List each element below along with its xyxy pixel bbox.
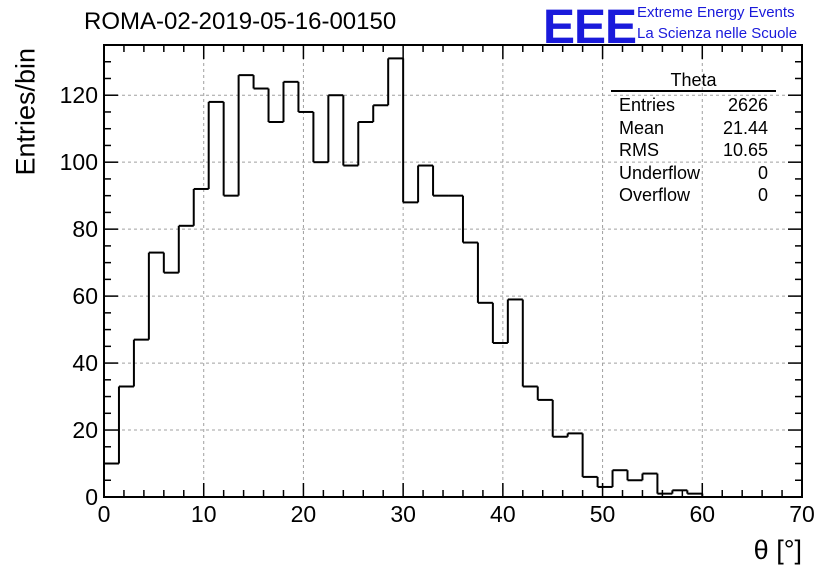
stats-label: RMS (619, 140, 659, 160)
run-title: ROMA-02-2019-05-16-00150 (84, 8, 397, 35)
logo-text-line1: Extreme Energy Events (637, 4, 795, 21)
stats-row-rms: RMS 10.65 (611, 139, 776, 162)
x-tick-label: 60 (689, 501, 715, 527)
stats-row-underflow: Underflow 0 (611, 162, 776, 185)
stats-row-mean: Mean 21.44 (611, 117, 776, 140)
stats-value: 21.44 (722, 117, 768, 138)
histogram-series (103, 57, 704, 497)
stats-value: 0 (757, 185, 768, 205)
stats-row-entries: Entries 2626 (611, 94, 776, 117)
x-tick-label: 10 (191, 501, 217, 527)
stats-label: Underflow (619, 162, 701, 183)
stats-value: 10.65 (722, 140, 768, 160)
y-axis-label: Entries/bin (10, 47, 41, 176)
x-tick-label: 0 (98, 501, 111, 527)
logo-text-line2: La Scienza nelle Scuole (637, 25, 798, 42)
stats-label: Entries (619, 95, 676, 115)
x-tick-label: 40 (490, 501, 516, 527)
y-tick-label: 100 (60, 149, 98, 175)
axis-ticks (103, 44, 803, 498)
x-tick-label: 70 (789, 501, 815, 527)
eee-logo: EEE (543, 1, 637, 54)
y-tick-label: 20 (72, 417, 98, 443)
y-tick-label: 80 (72, 216, 98, 242)
stats-value: 2626 (727, 95, 768, 115)
stats-row-overflow: Overflow 0 (611, 184, 776, 207)
y-tick-label: 0 (85, 484, 98, 510)
tick-labels: 0 10 20 30 40 50 60 70 0 20 40 60 80 100 120 (60, 82, 815, 527)
y-tick-label: 60 (72, 283, 98, 309)
x-tick-label: 30 (390, 501, 416, 527)
stats-box: Theta Entries 2626 Mean 21.44 RMS 10.65 … (611, 70, 776, 207)
x-axis-label: θ [°] (753, 535, 802, 565)
stats-value: 0 (757, 162, 768, 183)
x-tick-label: 50 (590, 501, 616, 527)
stats-label: Overflow (619, 185, 691, 205)
stats-label: Mean (619, 117, 665, 138)
y-tick-label: 120 (60, 82, 98, 108)
y-tick-label: 40 (72, 350, 98, 376)
stats-title: Theta (670, 70, 717, 90)
stats-divider (611, 90, 776, 92)
grid-lines (104, 45, 802, 497)
plot-frame (103, 44, 803, 498)
x-tick-label: 20 (291, 501, 317, 527)
